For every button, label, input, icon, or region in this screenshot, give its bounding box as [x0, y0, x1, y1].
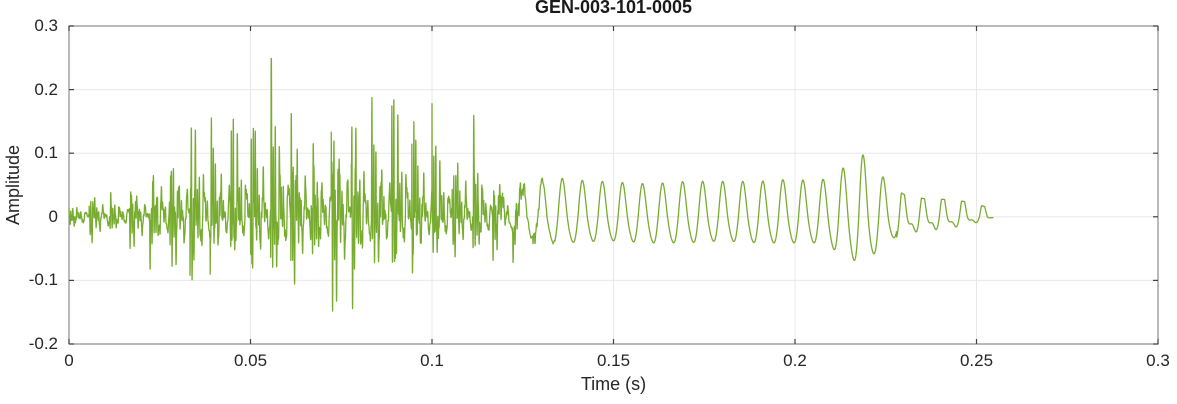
y-tick-label: 0.1 [34, 143, 58, 163]
chart-title: GEN-003-101-0005 [534, 0, 693, 17]
y-tick-label: 0.2 [34, 79, 58, 99]
x-tick-label: 0.05 [233, 351, 268, 370]
x-tick-label: 0.2 [783, 351, 807, 370]
y-tick-label: -0.1 [28, 270, 58, 290]
y-tick-label: 0 [48, 206, 58, 226]
y-tick-label: 0.3 [34, 16, 58, 35]
x-tick-label: 0.25 [959, 351, 994, 370]
y-axis-label: Amplitude [3, 144, 23, 226]
x-tick-label: 0.15 [596, 351, 631, 370]
x-tick-label: 0.1 [420, 351, 444, 370]
waveform-line [68, 57, 994, 312]
x-axis-label: Time (s) [580, 374, 647, 394]
x-tick-label: 0.3 [1146, 351, 1170, 370]
y-tick-label: -0.2 [28, 334, 58, 353]
x-tick-label: 0 [64, 351, 74, 370]
